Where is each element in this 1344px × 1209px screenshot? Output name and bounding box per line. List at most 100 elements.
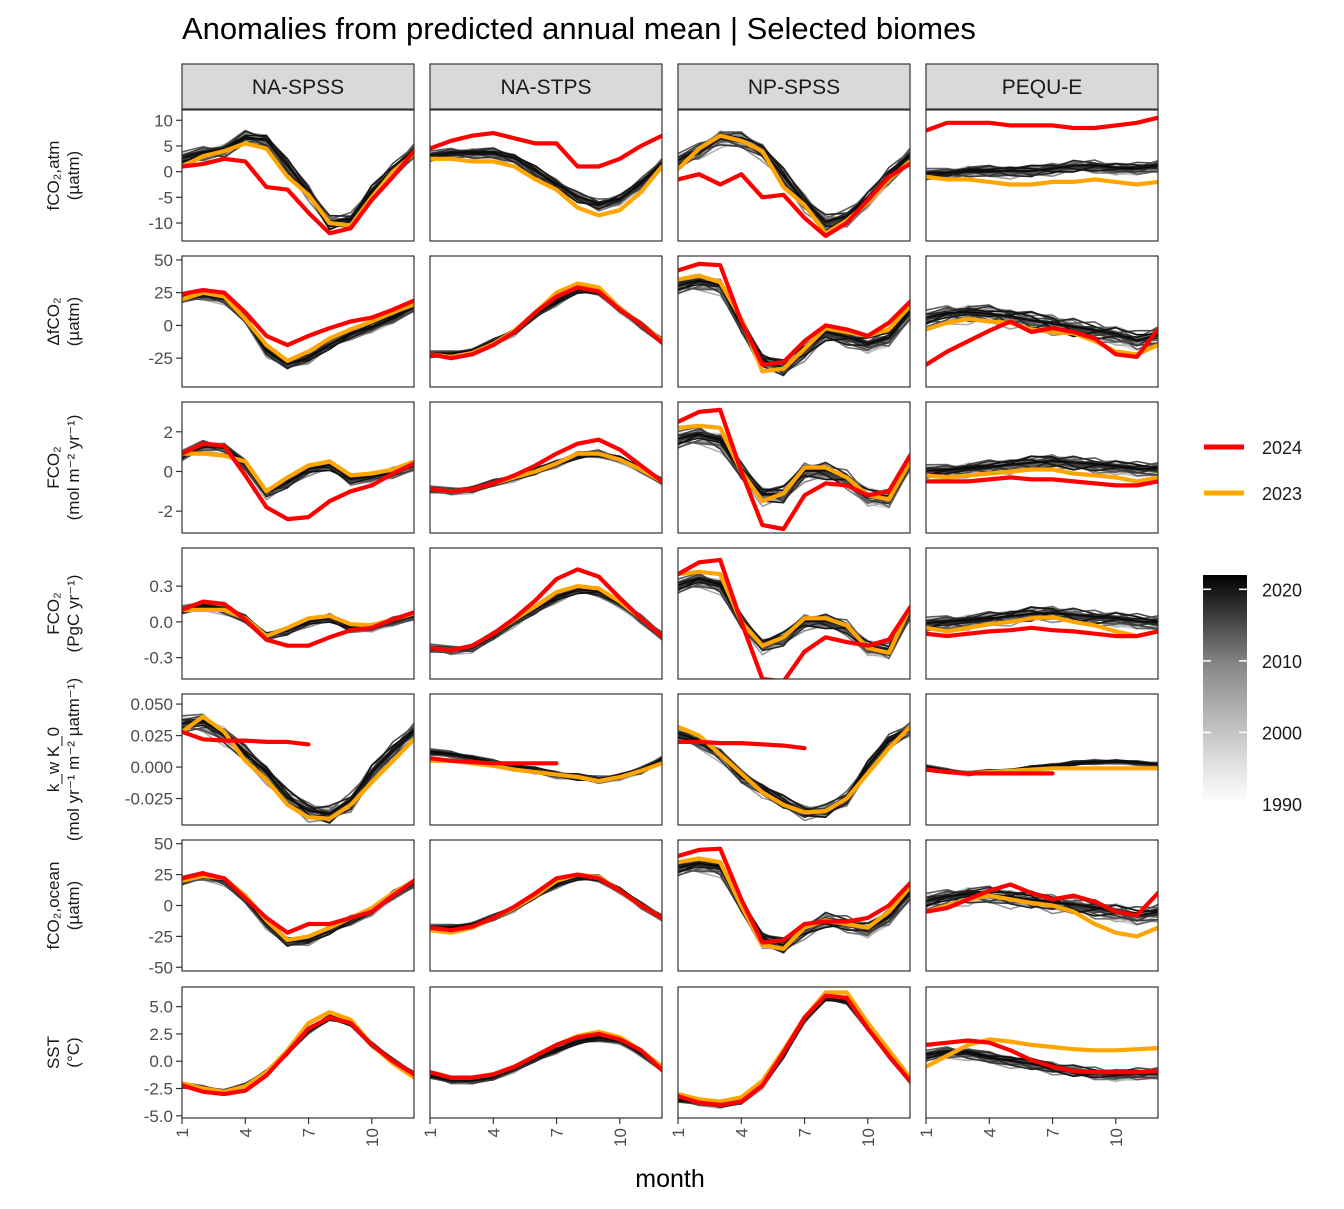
history-line xyxy=(678,725,910,813)
colorbar xyxy=(1203,575,1247,804)
history-line xyxy=(678,997,910,1107)
x-tick-label: 7 xyxy=(300,1128,319,1137)
series-2023-line xyxy=(182,451,414,494)
row-label-line: (µatm) xyxy=(64,297,83,346)
history-line xyxy=(926,311,1158,341)
history-line xyxy=(430,288,662,355)
legend: 2024 2023 2020 2010 2000 1990 xyxy=(1203,438,1302,815)
panel-border xyxy=(181,693,415,826)
series-2024-line xyxy=(926,475,1158,488)
history-line xyxy=(182,297,414,363)
history-line xyxy=(678,996,910,1106)
series-2024-line xyxy=(430,285,662,361)
row-label: FCO₂(mol m⁻² yr⁻¹) xyxy=(44,415,83,521)
history-line xyxy=(678,998,910,1106)
history-line xyxy=(926,164,1158,174)
y-tick-label: 0.000 xyxy=(130,758,173,777)
colorbar-label: 2020 xyxy=(1262,580,1302,600)
panel xyxy=(429,401,663,534)
history-line xyxy=(678,996,910,1106)
panel xyxy=(429,839,663,972)
panel xyxy=(677,547,911,680)
panel xyxy=(429,547,663,680)
panel xyxy=(181,839,415,972)
history-line xyxy=(926,460,1158,472)
history-line xyxy=(430,874,662,927)
y-axes: -10-50510-2502550-202-0.30.00.3-0.0250.0… xyxy=(125,111,182,1126)
panel xyxy=(429,109,663,242)
panel-border xyxy=(429,693,663,826)
panel-border xyxy=(925,693,1159,826)
panel xyxy=(677,109,911,242)
y-tick-label: 10 xyxy=(154,111,173,130)
history-line xyxy=(678,997,910,1106)
history-line xyxy=(430,288,662,355)
series-2024-line xyxy=(678,739,807,751)
series-2024-line xyxy=(430,872,662,933)
row-label-line: (PgC yr⁻¹) xyxy=(64,575,83,653)
history-line xyxy=(182,1017,414,1093)
row-label: fCO₂,atm(µatm) xyxy=(44,141,83,211)
series-2023-line xyxy=(430,584,662,653)
series-2024-line xyxy=(678,557,910,679)
history-line xyxy=(430,288,662,355)
panel xyxy=(181,109,415,242)
history-line xyxy=(430,285,662,354)
history-line xyxy=(430,288,662,356)
panel-border xyxy=(429,109,663,242)
series-2024-line xyxy=(678,846,910,945)
history-line xyxy=(678,579,910,652)
facet-strip xyxy=(181,63,415,110)
history-line xyxy=(678,578,910,652)
history-line xyxy=(182,1016,414,1093)
history-line xyxy=(182,1017,414,1093)
y-tick-label: -25 xyxy=(148,927,173,946)
y-tick-label: 0.0 xyxy=(149,613,173,632)
history-line xyxy=(182,1016,414,1093)
history-line xyxy=(430,286,662,356)
y-tick-label: -5 xyxy=(158,188,173,207)
history-line xyxy=(678,998,910,1105)
y-tick-label: 0 xyxy=(164,462,173,481)
x-tick-label: 7 xyxy=(796,1128,815,1137)
colorbar-label: 1990 xyxy=(1262,795,1302,815)
y-tick-label: 0 xyxy=(164,316,173,335)
history-line xyxy=(678,579,910,650)
series-2024-line xyxy=(430,567,662,653)
series-2023-line xyxy=(926,615,1158,639)
history-line xyxy=(182,876,414,946)
history-line xyxy=(430,286,662,353)
row-label: k_w K_0(mol yr⁻¹ m⁻² µatm⁻¹) xyxy=(44,678,83,841)
series-2023-line xyxy=(926,174,1158,187)
history-line xyxy=(678,579,910,652)
history-line xyxy=(678,996,910,1106)
history-line xyxy=(182,724,414,820)
history-line xyxy=(926,163,1158,178)
history-line xyxy=(926,311,1158,340)
history-line xyxy=(430,287,662,355)
x-tick-label: 4 xyxy=(732,1128,751,1137)
history-line xyxy=(182,1016,414,1093)
x-axis-title: month xyxy=(635,1165,704,1193)
series-2024-line xyxy=(182,871,414,935)
y-tick-label: 2.5 xyxy=(149,1025,173,1044)
history-line xyxy=(678,999,910,1108)
panel xyxy=(677,255,911,388)
history-line xyxy=(182,1016,414,1093)
row-label: SST(°C) xyxy=(44,1036,83,1069)
history-line xyxy=(678,997,910,1106)
y-tick-label: 0 xyxy=(164,163,173,182)
row-label-line: k_w K_0 xyxy=(44,727,63,792)
history-line xyxy=(678,579,910,653)
history-line xyxy=(678,997,910,1106)
history-line xyxy=(926,612,1158,624)
history-line xyxy=(678,726,910,815)
history-line xyxy=(430,288,662,355)
x-tick-label: 4 xyxy=(236,1128,255,1137)
history-line xyxy=(430,873,662,928)
history-line xyxy=(678,999,910,1104)
series-2023-line xyxy=(926,1037,1158,1069)
history-line xyxy=(678,722,910,814)
history-line xyxy=(678,998,910,1106)
